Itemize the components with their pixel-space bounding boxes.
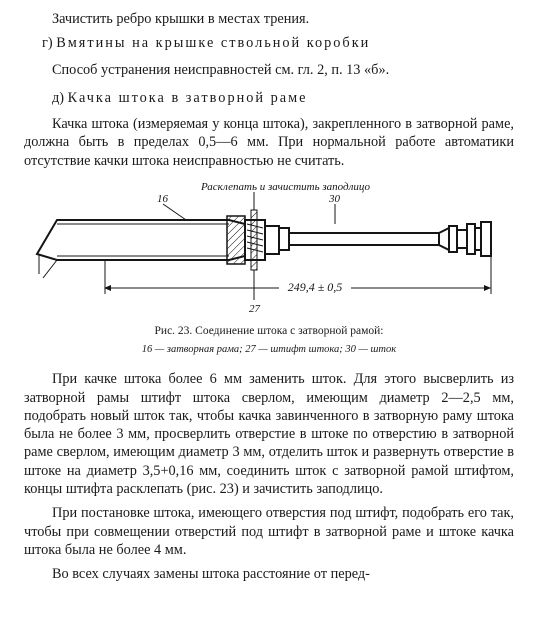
item-marker-g: г) [42, 35, 53, 51]
callout-27: 27 [249, 303, 261, 315]
figure-23-svg: Расклепать и зачистить заподлицо 16 30 [29, 178, 509, 318]
figure-legend: 16 — затворная рама; 27 — штифт штока; 3… [24, 343, 514, 356]
figure-script-label: Расклепать и зачистить заподлицо [200, 181, 371, 193]
shaft [279, 222, 491, 256]
list-item-g: г) Вмятины на крышке ствольной коробки [42, 34, 514, 52]
dimension-text: 249,4 ± 0,5 [288, 280, 343, 294]
paragraph-6-cut: Во всех случаях замены штока расстояние … [24, 565, 514, 583]
figure-caption: Рис. 23. Соединение штока с затворной ра… [24, 324, 514, 339]
figure-caption-text: Соединение штока с затворной рамой: [195, 325, 383, 337]
collar-section [227, 210, 279, 270]
dimension-line: 249,4 ± 0,5 [105, 256, 491, 294]
frame-body [37, 220, 245, 278]
callout-16: 16 [157, 193, 169, 205]
paragraph-2: Способ устранения неисправностей см. гл.… [24, 61, 514, 79]
paragraph-5: При постановке штока, имеющего отверстия… [24, 504, 514, 559]
item-marker-d: д) [52, 90, 64, 106]
figure-caption-prefix: Рис. 23. [155, 325, 193, 337]
paragraph-4: При качке штока более 6 мм заменить шток… [24, 370, 514, 498]
figure-23: Расклепать и зачистить заподлицо 16 30 [24, 178, 514, 318]
item-text-g: Вмятины на крышке ствольной коробки [56, 35, 370, 51]
list-item-d: д) Качка штока в затворной раме [24, 89, 514, 107]
item-text-d: Качка штока в затворной раме [68, 90, 308, 106]
page-body: Зачистить ребро крышки в местах трения. … [0, 0, 538, 584]
paragraph-top: Зачистить ребро крышки в местах трения. [24, 10, 514, 28]
paragraph-3: Качка штока (измеряемая у конца штока), … [24, 115, 514, 170]
callout-30: 30 [328, 193, 341, 205]
